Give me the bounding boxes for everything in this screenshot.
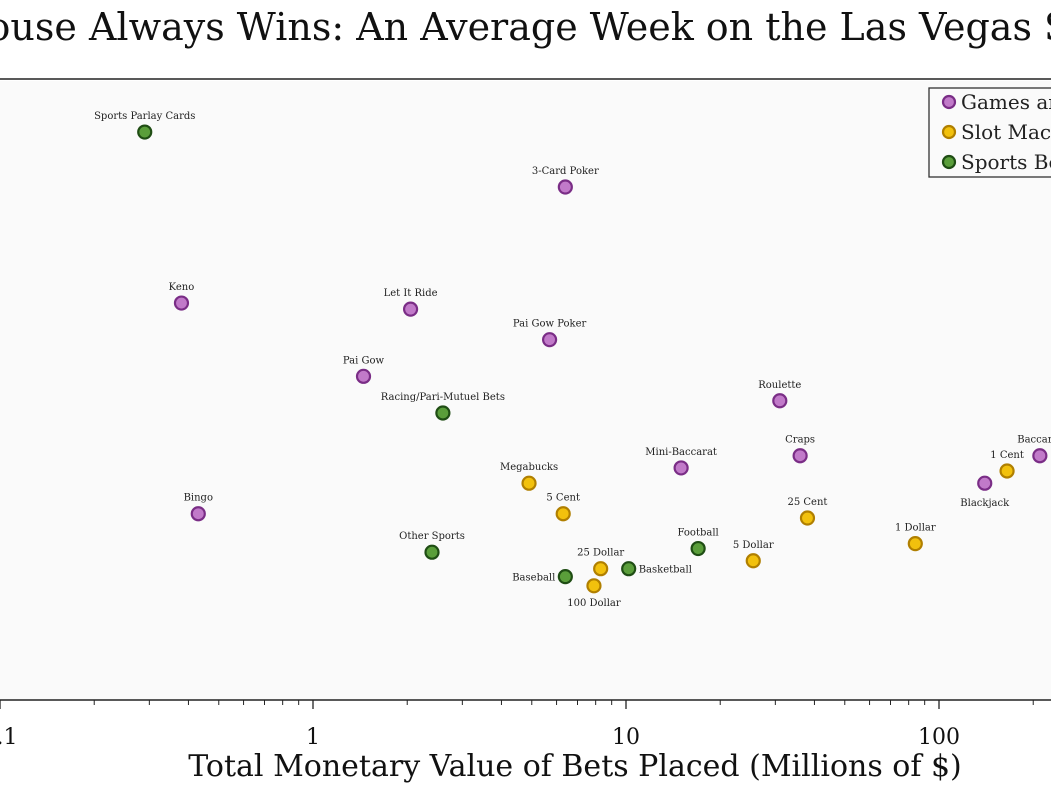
data-point [557, 179, 573, 195]
x-axis-label: Total Monetary Value of Bets Placed (Mil… [188, 749, 962, 784]
data-point [673, 460, 689, 476]
point-label: 5 Dollar [733, 540, 774, 551]
data-point [557, 569, 573, 585]
legend-label: Games and Tables [961, 90, 1051, 114]
point-label: Keno [169, 282, 195, 293]
point-label: Bingo [184, 493, 213, 504]
point-label: Megabucks [500, 462, 558, 473]
point-label: Baccarat [1017, 435, 1051, 446]
data-point [1032, 448, 1048, 464]
x-tick-label: 100 [918, 725, 960, 750]
x-tick-label: 1 [306, 725, 320, 750]
data-point [792, 448, 808, 464]
point-label: Basketball [639, 565, 692, 576]
point-label: 3-Card Poker [532, 166, 599, 177]
data-point [977, 475, 993, 491]
data-point [435, 405, 451, 421]
point-label: 5 Cent [546, 493, 580, 504]
data-point [745, 553, 761, 569]
series-sports-betting: Sports Parlay Cards Racing/Pari-Mutuel Be… [94, 111, 719, 585]
points-layer: 3-Card Poker Keno Let It Ride Pai Gow Poker… [94, 111, 1051, 609]
point-label: Pai Gow [343, 355, 385, 366]
point-label: 25 Cent [788, 497, 828, 508]
data-point [541, 332, 558, 348]
data-point [772, 393, 788, 409]
legend-marker [941, 124, 957, 140]
data-point [593, 561, 609, 577]
data-point [907, 536, 923, 552]
data-point [690, 540, 706, 557]
data-point [999, 463, 1015, 479]
point-label: 1 Dollar [895, 523, 936, 534]
data-point [190, 506, 206, 522]
data-point [424, 544, 440, 560]
point-label: Mini-Baccarat [645, 447, 717, 458]
x-axis: 0.1 1 10 100 [0, 699, 1051, 750]
point-label: Baseball [512, 573, 555, 584]
data-point [799, 510, 816, 526]
point-label: Other Sports [399, 531, 465, 542]
data-point [586, 578, 602, 594]
legend-marker [941, 154, 957, 170]
data-point [555, 506, 571, 522]
plot-area [0, 81, 1051, 700]
chart-title: The House Always Wins: An Average Week o… [0, 5, 1051, 49]
data-point [521, 475, 537, 491]
x-tick-label: 10 [612, 725, 640, 750]
series-slot-machines: Megabucks 1 Cent 5 Cent 25 Cent 1 Dollar 5 Do… [500, 450, 1024, 609]
legend-label: Sports Betting [961, 150, 1051, 174]
point-label: Blackjack [960, 498, 1010, 509]
point-label: Sports Parlay Cards [94, 111, 195, 122]
series-games-and-tables: 3-Card Poker Keno Let It Ride Pai Gow Poker… [169, 166, 1051, 522]
data-point [355, 368, 372, 384]
point-label: 100 Dollar [567, 598, 621, 609]
point-label: Let It Ride [384, 288, 438, 299]
point-label: Football [678, 528, 719, 539]
legend: Games and Tables Slot Machines Sports Bett… [928, 87, 1051, 178]
x-tick-label: 0.1 [0, 725, 18, 750]
point-label: 25 Dollar [577, 548, 624, 559]
point-label: Racing/Pari-Mutuel Bets [381, 392, 505, 403]
data-point [137, 124, 153, 140]
point-label: Pai Gow Poker [513, 319, 587, 330]
legend-marker [941, 94, 957, 110]
point-label: 1 Cent [990, 450, 1024, 461]
point-label: Craps [785, 435, 815, 446]
data-point [402, 301, 419, 317]
point-label: Roulette [758, 380, 801, 391]
data-point [173, 295, 190, 311]
legend-label: Slot Machines [961, 120, 1051, 144]
data-point [621, 561, 637, 577]
